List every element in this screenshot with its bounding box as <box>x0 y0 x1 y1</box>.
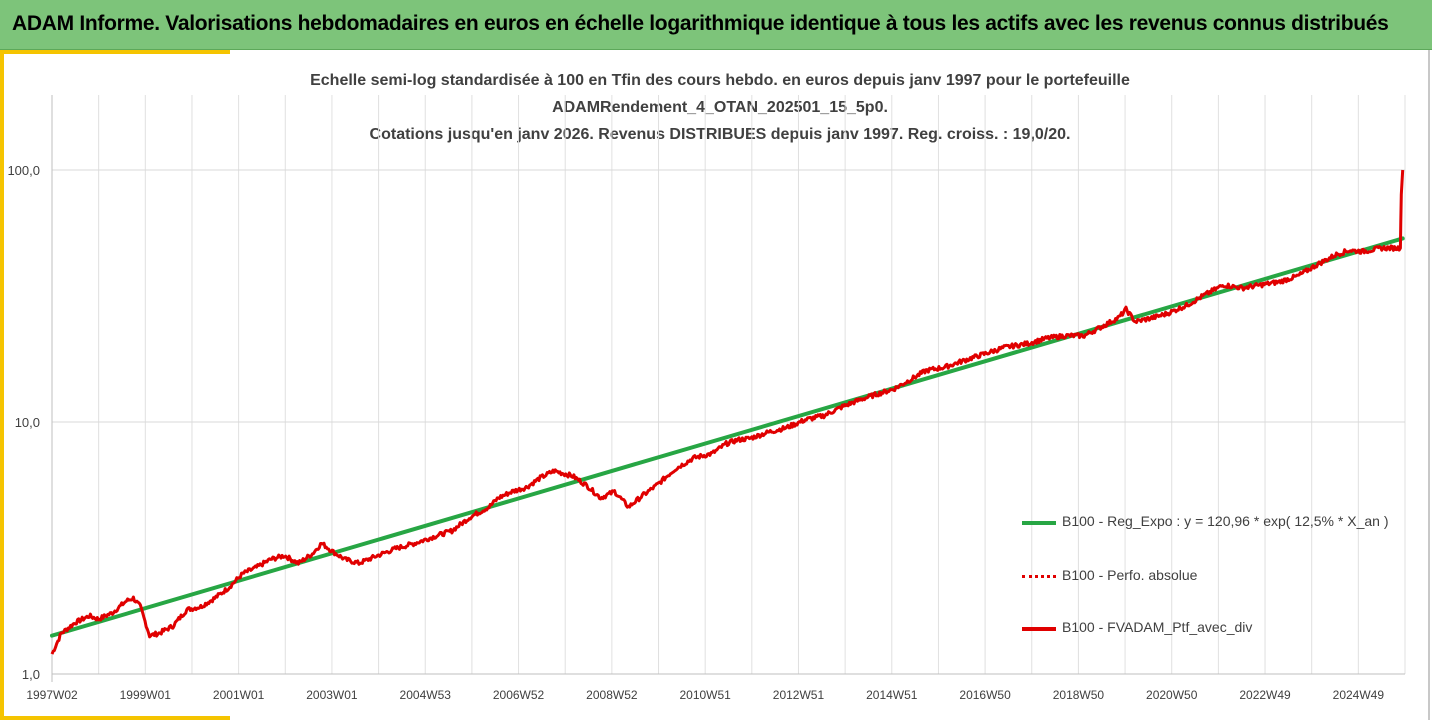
chart-title-line-3: Cotations jusqu'en janv 2026. Revenus DI… <box>369 126 1071 143</box>
x-tick-label: 2014W51 <box>866 688 918 702</box>
x-tick-label: 2020W50 <box>1146 688 1198 702</box>
series-line-regression <box>50 236 1405 638</box>
chart-title-line-2: ADAMRendement_4_OTAN_202501_15_5p0. <box>552 99 888 116</box>
legend-label-portfolio: B100 - FVADAM_Ptf_avec_div <box>1062 619 1253 635</box>
series-line-portfolio <box>50 169 1405 655</box>
x-tick-label: 2010W51 <box>679 688 731 702</box>
x-tick-label: 2022W49 <box>1239 688 1291 702</box>
legend-item-portfolio: B100 - FVADAM_Ptf_avec_div <box>1022 618 1422 638</box>
x-tick-label: 2001W01 <box>213 688 265 702</box>
x-tick-label: 1997W02 <box>26 688 78 702</box>
legend-swatch-portfolio <box>1022 627 1056 631</box>
accent-bar-left <box>0 50 4 720</box>
x-tick-label: 2004W53 <box>400 688 452 702</box>
legend-swatch-perfo-absolue <box>1022 575 1056 578</box>
x-tick-label: 2016W50 <box>959 688 1011 702</box>
frame-border-right <box>1428 50 1430 720</box>
x-tick-label: 2012W51 <box>773 688 825 702</box>
x-tick-label: 2008W52 <box>586 688 638 702</box>
x-tick-label: 2018W50 <box>1053 688 1105 702</box>
legend-label-regression: B100 - Reg_Expo : y = 120,96 * exp( 12,5… <box>1062 513 1389 529</box>
legend-item-regression: B100 - Reg_Expo : y = 120,96 * exp( 12,5… <box>1022 512 1422 532</box>
accent-bar-bottom <box>0 716 230 720</box>
page-title: ADAM Informe. Valorisations hebdomadaire… <box>12 12 1389 35</box>
x-tick-label: 2024W49 <box>1333 688 1385 702</box>
legend-item-perfo-absolue: B100 - Perfo. absolue <box>1022 566 1422 586</box>
x-tick-label: 1999W01 <box>120 688 172 702</box>
x-tick-label: 2003W01 <box>306 688 358 702</box>
y-tick-label: 100,0 <box>7 163 40 178</box>
legend-swatch-regression <box>1022 521 1056 525</box>
header-banner: ADAM Informe. Valorisations hebdomadaire… <box>0 0 1432 50</box>
chart-title-line-1: Echelle semi-log standardisée à 100 en T… <box>310 72 1130 89</box>
y-tick-label: 10,0 <box>15 415 40 430</box>
x-tick-label: 2006W52 <box>493 688 545 702</box>
legend-label-perfo-absolue: B100 - Perfo. absolue <box>1062 567 1198 583</box>
accent-bar-top <box>0 50 230 54</box>
y-tick-label: 1,0 <box>22 667 40 682</box>
